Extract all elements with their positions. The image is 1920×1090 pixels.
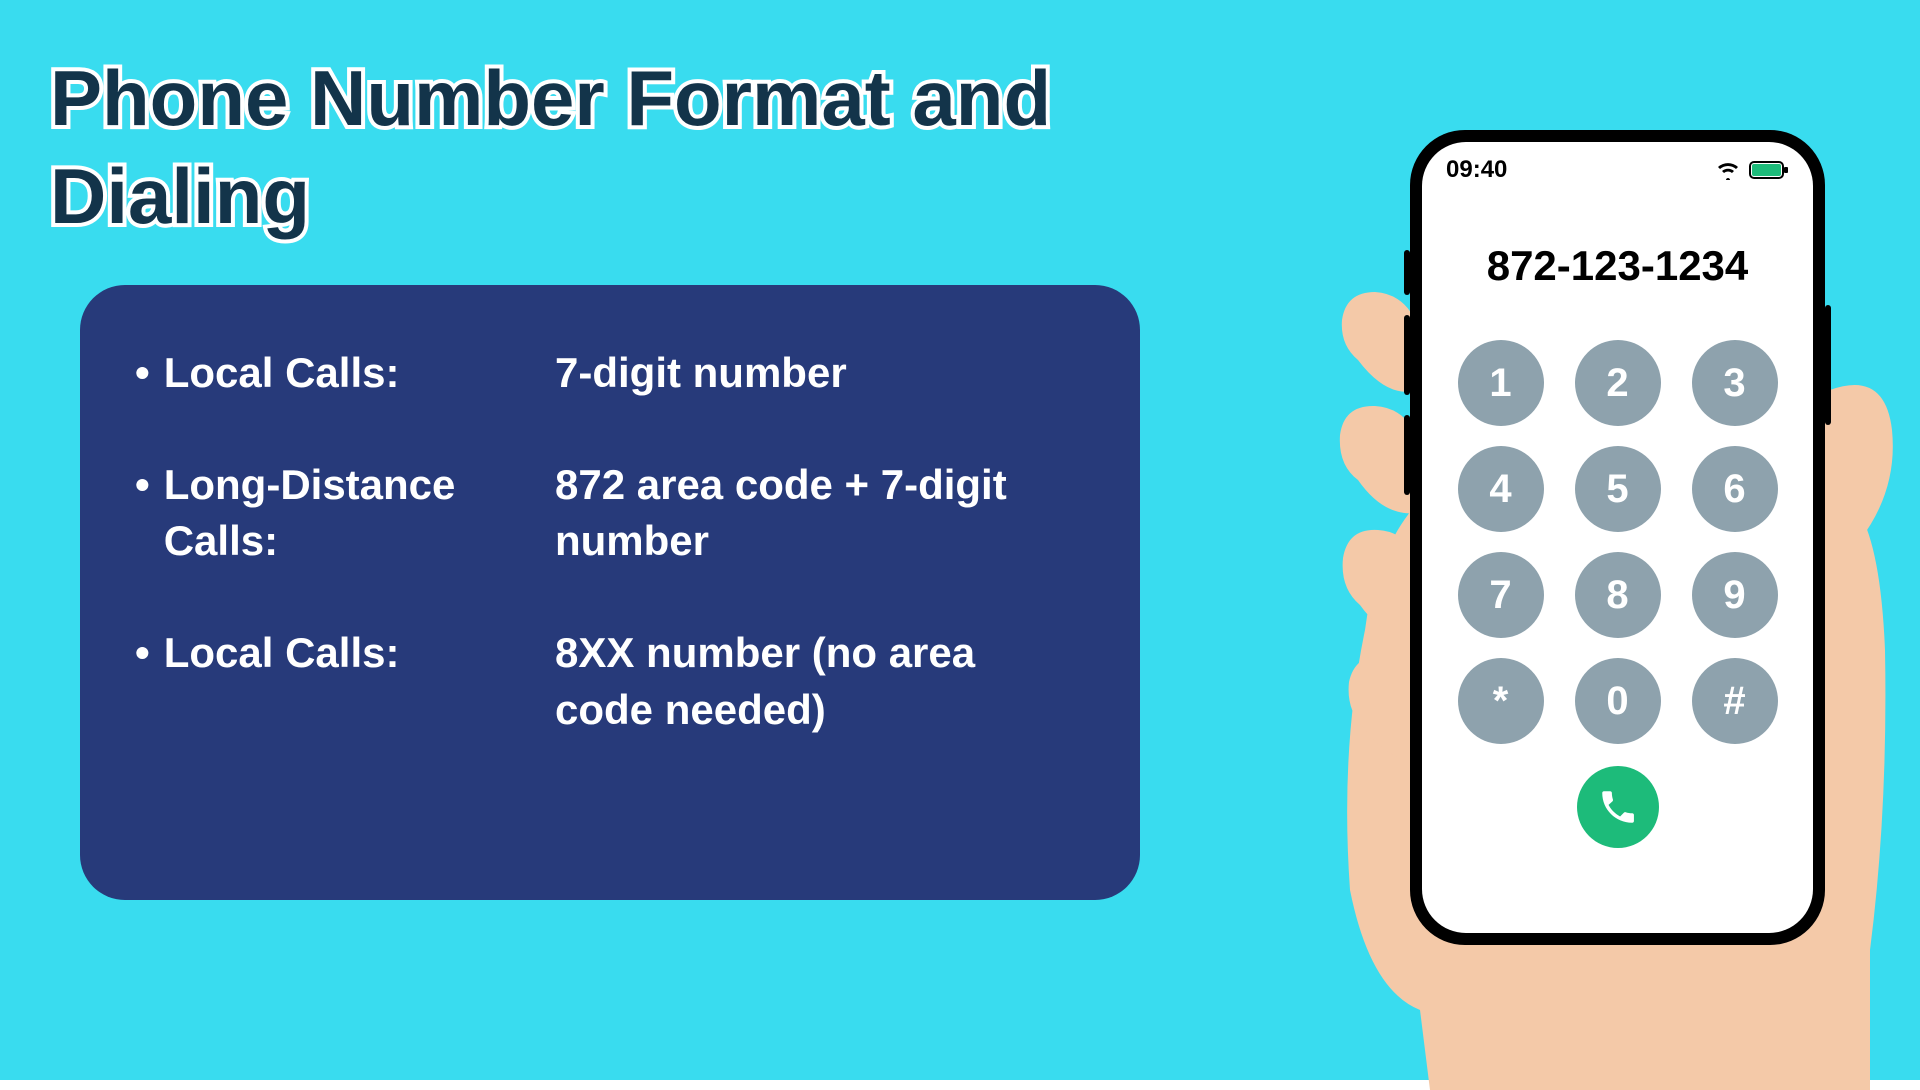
- keypad-key-9[interactable]: 9: [1692, 552, 1778, 638]
- phone-body: 09:40 872-123-1234 1 2 3 4: [1410, 130, 1825, 945]
- info-row: • Long-Distance Calls: 872 area code + 7…: [135, 457, 1080, 570]
- bullet-icon: •: [135, 625, 150, 738]
- phone-screen: 09:40 872-123-1234 1 2 3 4: [1422, 142, 1813, 933]
- keypad-key-4[interactable]: 4: [1458, 446, 1544, 532]
- status-bar: 09:40: [1422, 142, 1813, 192]
- keypad-key-6[interactable]: 6: [1692, 446, 1778, 532]
- keypad-key-star[interactable]: *: [1458, 658, 1544, 744]
- info-row: • Local Calls: 7-digit number: [135, 345, 1080, 402]
- row-label: • Long-Distance Calls:: [135, 457, 555, 570]
- row-value: 8XX number (no area code needed): [555, 625, 1080, 738]
- status-time: 09:40: [1446, 156, 1507, 184]
- phone-illustration: 09:40 872-123-1234 1 2 3 4: [1140, 110, 1900, 1090]
- phone-side-button: [1404, 415, 1410, 495]
- battery-icon: [1749, 160, 1789, 180]
- row-label: • Local Calls:: [135, 345, 555, 402]
- keypad-key-0[interactable]: 0: [1575, 658, 1661, 744]
- info-row: • Local Calls: 8XX number (no area code …: [135, 625, 1080, 738]
- phone-icon: [1597, 786, 1639, 828]
- row-label-text: Long-Distance Calls:: [164, 457, 555, 570]
- keypad-key-5[interactable]: 5: [1575, 446, 1661, 532]
- phone-side-button: [1825, 305, 1831, 425]
- bullet-icon: •: [135, 457, 150, 570]
- status-icons: [1715, 160, 1789, 180]
- phone-side-button: [1404, 250, 1410, 295]
- row-label-text: Local Calls:: [164, 625, 400, 738]
- wifi-icon: [1715, 160, 1741, 180]
- phone-side-button: [1404, 315, 1410, 395]
- dialed-number: 872-123-1234: [1422, 242, 1813, 290]
- page-title: Phone Number Format and Dialing: [50, 50, 1150, 245]
- row-label-text: Local Calls:: [164, 345, 400, 402]
- keypad-key-8[interactable]: 8: [1575, 552, 1661, 638]
- row-value: 872 area code + 7-digit number: [555, 457, 1080, 570]
- info-box: • Local Calls: 7-digit number • Long-Dis…: [80, 285, 1140, 900]
- keypad-key-hash[interactable]: #: [1692, 658, 1778, 744]
- bullet-icon: •: [135, 345, 150, 402]
- keypad-key-1[interactable]: 1: [1458, 340, 1544, 426]
- keypad-key-2[interactable]: 2: [1575, 340, 1661, 426]
- call-button[interactable]: [1577, 766, 1659, 848]
- row-value: 7-digit number: [555, 345, 1080, 402]
- keypad-key-3[interactable]: 3: [1692, 340, 1778, 426]
- keypad-key-7[interactable]: 7: [1458, 552, 1544, 638]
- row-label: • Local Calls:: [135, 625, 555, 738]
- keypad: 1 2 3 4 5 6 7 8 9 * 0 #: [1422, 340, 1813, 744]
